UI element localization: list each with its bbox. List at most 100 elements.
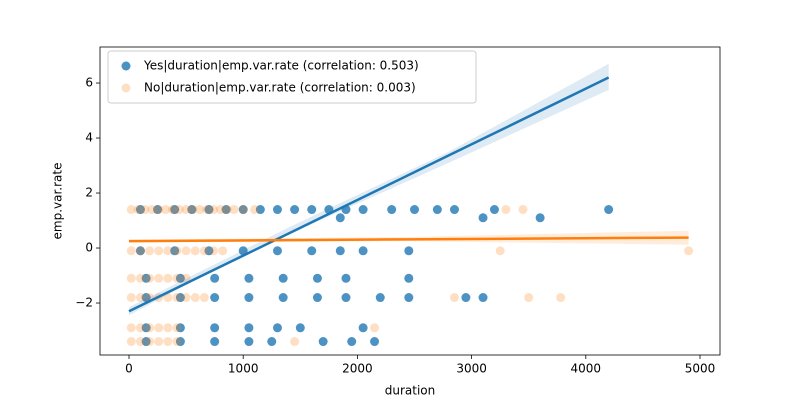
point <box>604 205 614 215</box>
x-tick-label: 4000 <box>571 362 602 376</box>
point <box>238 246 248 256</box>
point <box>175 273 185 283</box>
point <box>135 337 145 347</box>
point <box>250 205 260 215</box>
point <box>318 337 328 347</box>
legend-marker <box>121 61 131 71</box>
point <box>341 273 351 283</box>
point <box>135 323 145 333</box>
legend-label: No|duration|emp.var.rate (correlation: 0… <box>144 81 416 95</box>
point <box>209 205 219 215</box>
point <box>489 205 499 215</box>
point <box>126 205 136 215</box>
point <box>167 205 177 215</box>
point <box>141 293 151 303</box>
point <box>135 246 145 256</box>
point <box>238 205 248 215</box>
point <box>126 293 136 303</box>
point <box>272 205 282 215</box>
point <box>307 205 317 215</box>
y-tick-label: 6 <box>85 76 93 90</box>
point <box>135 273 145 283</box>
point <box>518 205 528 215</box>
point <box>154 246 164 256</box>
x-tick-label: 3000 <box>456 362 487 376</box>
x-tick-label: 1000 <box>228 362 259 376</box>
point <box>140 205 150 215</box>
point <box>154 323 164 333</box>
point <box>126 337 136 347</box>
point <box>684 246 694 256</box>
y-tick-label: 0 <box>85 241 93 255</box>
point <box>495 246 505 256</box>
point <box>190 293 200 303</box>
point <box>145 337 155 347</box>
point <box>181 293 191 303</box>
point <box>170 246 180 256</box>
x-tick-label: 5000 <box>685 362 716 376</box>
point <box>126 273 136 283</box>
point <box>404 273 414 283</box>
point <box>181 205 191 215</box>
point <box>221 205 231 215</box>
point <box>187 205 197 215</box>
point <box>556 293 566 303</box>
point <box>172 323 182 333</box>
point <box>199 246 209 256</box>
point <box>175 337 185 347</box>
point <box>175 323 185 333</box>
point <box>145 323 155 333</box>
point <box>163 293 173 303</box>
point <box>267 337 277 347</box>
point <box>154 337 164 347</box>
point <box>244 273 254 283</box>
point <box>147 205 157 215</box>
point <box>145 273 155 283</box>
x-tick-label: 0 <box>125 362 133 376</box>
point <box>501 205 511 215</box>
point <box>229 205 239 215</box>
point <box>312 293 322 303</box>
point <box>172 293 182 303</box>
point <box>163 246 173 256</box>
point <box>154 205 164 215</box>
point <box>163 323 173 333</box>
point <box>135 246 145 256</box>
point <box>202 205 212 215</box>
point <box>335 213 345 223</box>
point <box>335 246 345 256</box>
point <box>244 337 254 347</box>
point <box>199 293 209 303</box>
point <box>432 205 442 215</box>
point <box>141 273 151 283</box>
legend-box <box>107 50 477 104</box>
point <box>210 337 220 347</box>
point <box>461 293 471 303</box>
point <box>135 205 145 215</box>
point <box>195 205 205 215</box>
point <box>133 205 143 215</box>
y-tick-label: −2 <box>75 296 93 310</box>
point <box>181 273 191 283</box>
point <box>375 293 385 303</box>
point <box>126 246 136 256</box>
point <box>347 337 357 347</box>
point <box>244 293 254 303</box>
regression-line <box>128 76 610 313</box>
point <box>387 205 397 215</box>
point <box>449 205 459 215</box>
point <box>290 205 300 215</box>
point <box>449 293 459 303</box>
point <box>172 273 182 283</box>
point <box>278 293 288 303</box>
point <box>215 205 225 215</box>
y-tick-label: 4 <box>85 131 93 145</box>
point <box>358 246 368 256</box>
point <box>370 323 380 333</box>
axes-frame <box>99 46 721 356</box>
point <box>210 323 220 333</box>
point <box>307 246 317 256</box>
point <box>272 246 282 256</box>
x-axis-label: duration <box>385 384 436 398</box>
